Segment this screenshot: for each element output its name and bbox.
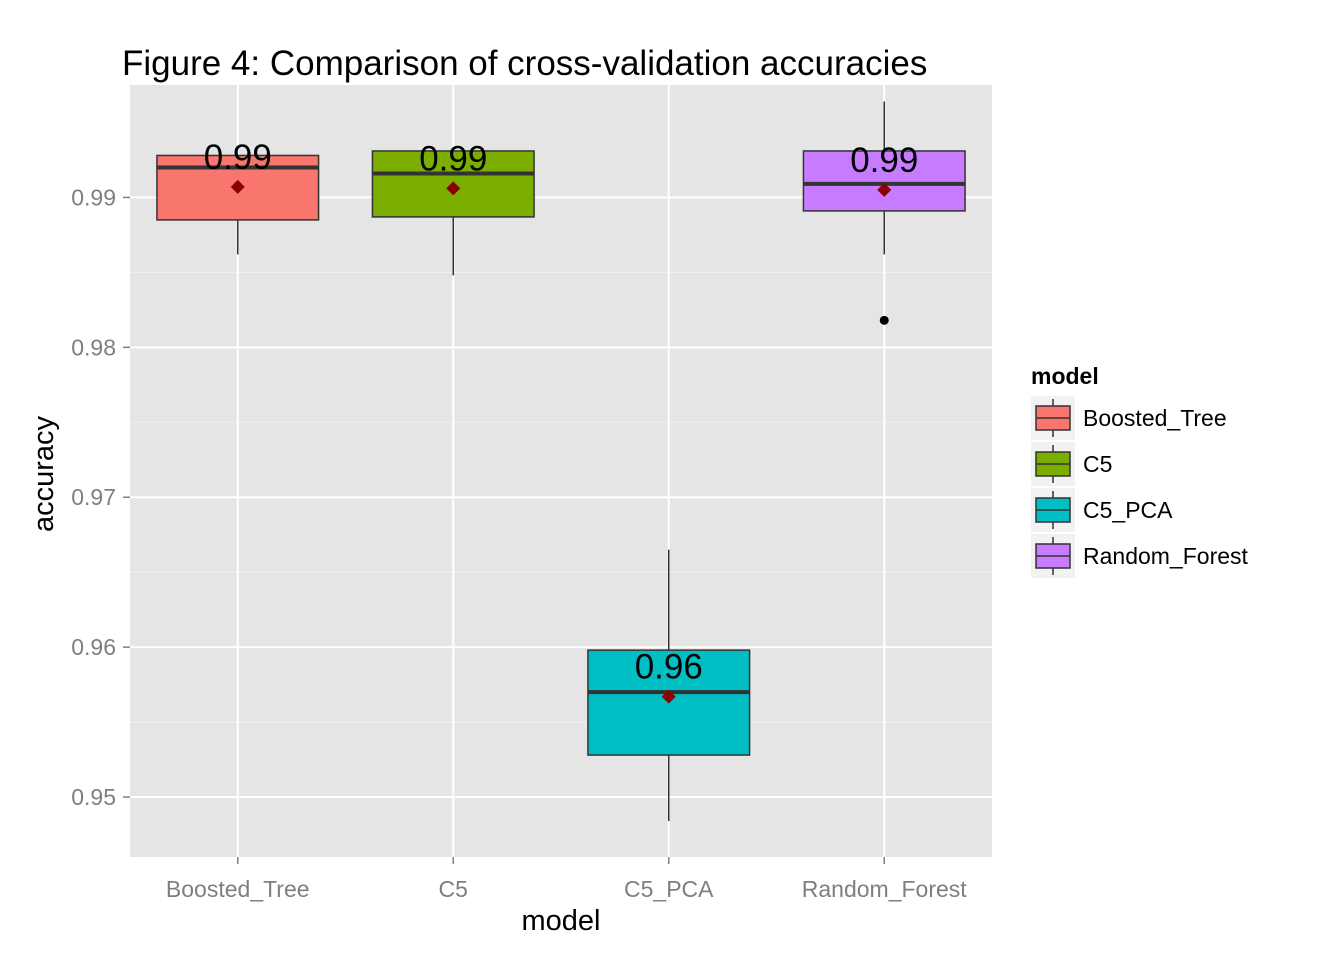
box — [802, 150, 966, 212]
outlier-point — [879, 315, 889, 325]
mean-marker — [661, 689, 676, 704]
legend-item-C5: C5 — [1031, 442, 1112, 486]
x-tick-label: Boosted_Tree — [166, 876, 310, 902]
boxplot-C5: 0.99 — [371, 139, 535, 276]
boxplot-Random_Forest: 0.99 — [802, 101, 966, 325]
data-label: 0.99 — [850, 141, 918, 180]
chart-title: Figure 4: Comparison of cross-validation… — [122, 44, 927, 83]
legend-item-C5_PCA: C5_PCA — [1031, 488, 1173, 532]
x-tick-label: C5 — [439, 876, 468, 902]
data-label: 0.96 — [635, 648, 703, 687]
boxplot-C5_PCA: 0.96 — [587, 549, 751, 822]
y-tick-label: 0.97 — [71, 484, 116, 510]
data-label: 0.99 — [204, 138, 272, 177]
legend-title: model — [1031, 363, 1099, 389]
legend-label: C5 — [1083, 451, 1112, 477]
y-tick-label: 0.96 — [71, 634, 116, 660]
y-axis-title: accuracy — [28, 415, 60, 532]
x-axis-title: model — [522, 905, 601, 937]
y-axis: 0.95 0.96 0.97 0.98 0.99 — [71, 184, 130, 810]
boxplot-Boosted_Tree: 0.99 — [156, 138, 320, 255]
y-tick-label: 0.95 — [71, 784, 116, 810]
mean-marker — [877, 182, 892, 197]
y-tick-label: 0.99 — [71, 184, 116, 210]
legend-label: C5_PCA — [1083, 497, 1173, 523]
legend-label: Random_Forest — [1083, 543, 1249, 569]
legend-label: Boosted_Tree — [1083, 405, 1227, 431]
legend-item-Boosted_Tree: Boosted_Tree — [1031, 396, 1227, 440]
mean-marker — [446, 181, 461, 196]
legend-item-Random_Forest: Random_Forest — [1031, 534, 1249, 578]
x-tick-label: Random_Forest — [802, 876, 968, 902]
x-tick-label: C5_PCA — [624, 876, 714, 902]
legend: model Boosted_Tree C5 C5_PCA Random_Forest — [1031, 363, 1249, 578]
mean-marker — [230, 179, 245, 194]
y-tick-label: 0.98 — [71, 334, 116, 360]
x-axis: Boosted_Tree C5 C5_PCA Random_Forest — [166, 857, 967, 902]
data-label: 0.99 — [419, 139, 487, 178]
boxplots: 0.99 0.99 0.96 0.99 — [156, 101, 966, 822]
